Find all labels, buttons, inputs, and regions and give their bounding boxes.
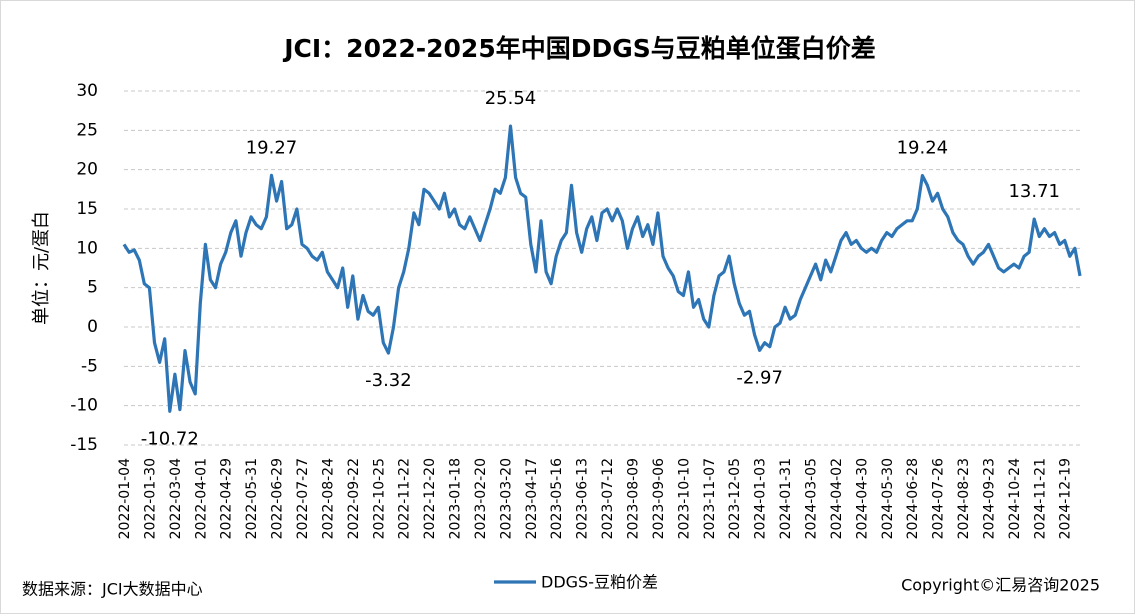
y-tick-label: 15 [76, 199, 98, 219]
x-tick-label: 2024-04-02 [829, 458, 845, 539]
y-tick-label: 25 [76, 120, 98, 140]
y-tick-label: 0 [87, 317, 98, 337]
x-tick-label: 2024-11-21 [1032, 458, 1048, 539]
data-label: -2.97 [736, 367, 783, 388]
data-label: 19.27 [246, 137, 298, 158]
x-tick-label: 2023-11-07 [702, 458, 718, 539]
x-tick-label: 2023-12-05 [727, 458, 743, 539]
data-label: -10.72 [141, 428, 199, 449]
x-tick-label: 2022-03-04 [168, 458, 184, 539]
x-tick-label: 2023-04-17 [524, 458, 540, 539]
x-tick-label: 2022-08-24 [320, 458, 336, 539]
x-tick-label: 2024-08-23 [956, 458, 972, 539]
x-tick-label: 2024-05-30 [880, 458, 896, 539]
data-label: -3.32 [365, 370, 412, 391]
x-tick-label: 2022-04-29 [219, 458, 235, 539]
x-tick-label: 2024-10-24 [1007, 458, 1023, 539]
y-tick-label: -15 [70, 435, 98, 455]
x-tick-label: 2022-09-22 [346, 458, 362, 539]
x-tick-label: 2023-10-10 [676, 458, 692, 539]
y-tick-label: 5 [87, 278, 98, 298]
x-tick-label: 2023-02-20 [473, 458, 489, 539]
data-line [122, 124, 1082, 413]
source: 数据来源：JCI大数据中心 [22, 580, 203, 599]
copyright: Copyright©汇易咨询2025 [901, 576, 1100, 595]
x-tick-label: 2024-12-19 [1058, 458, 1074, 539]
x-tick-label: 2023-07-12 [600, 458, 616, 539]
y-axis-label: 单位：元/蛋白 [31, 211, 52, 325]
y-tick-label: -5 [81, 356, 98, 376]
x-tick-label: 2024-07-26 [931, 458, 947, 539]
x-tick-label: 2024-09-23 [981, 458, 997, 539]
x-tick-label: 2024-04-30 [854, 458, 870, 539]
x-tick-label: 2023-05-16 [549, 458, 565, 539]
x-tick-label: 2022-11-22 [397, 458, 413, 539]
x-tick-label: 2022-04-01 [193, 458, 209, 539]
x-tick-label: 2023-06-13 [575, 458, 591, 539]
x-tick-label: 2022-12-20 [422, 458, 438, 539]
data-label: 25.54 [485, 88, 537, 109]
legend-label: DDGS-豆粕价差 [541, 573, 658, 592]
chart-title: JCI：2022-2025年中国DDGS与豆粕单位蛋白价差 [282, 34, 876, 63]
x-tick-label: 2022-07-27 [295, 458, 311, 539]
x-tick-label: 2023-03-20 [498, 458, 514, 539]
x-tick-label: 2024-06-28 [905, 458, 921, 539]
y-tick-label: -10 [70, 396, 98, 416]
x-tick-label: 2022-06-29 [270, 458, 286, 539]
y-tick-label: 30 [76, 81, 98, 101]
data-label: 13.71 [1008, 181, 1060, 202]
y-tick-label: 20 [76, 160, 98, 180]
x-tick-label: 2022-05-31 [244, 458, 260, 539]
x-tick-label: 2023-01-18 [448, 458, 464, 539]
x-tick-label: 2024-01-03 [753, 458, 769, 539]
data-label: 19.24 [897, 138, 949, 159]
x-tick-label: 2023-09-06 [651, 458, 667, 539]
x-tick-label: 2024-01-31 [778, 458, 794, 539]
x-tick-label: 2022-01-04 [117, 458, 133, 539]
y-tick-label: 10 [76, 238, 98, 258]
x-tick-label: 2022-01-30 [142, 458, 158, 539]
x-tick-label: 2024-03-05 [803, 458, 819, 539]
x-tick-label: 2023-08-09 [626, 458, 642, 539]
x-tick-label: 2022-10-25 [371, 458, 387, 539]
